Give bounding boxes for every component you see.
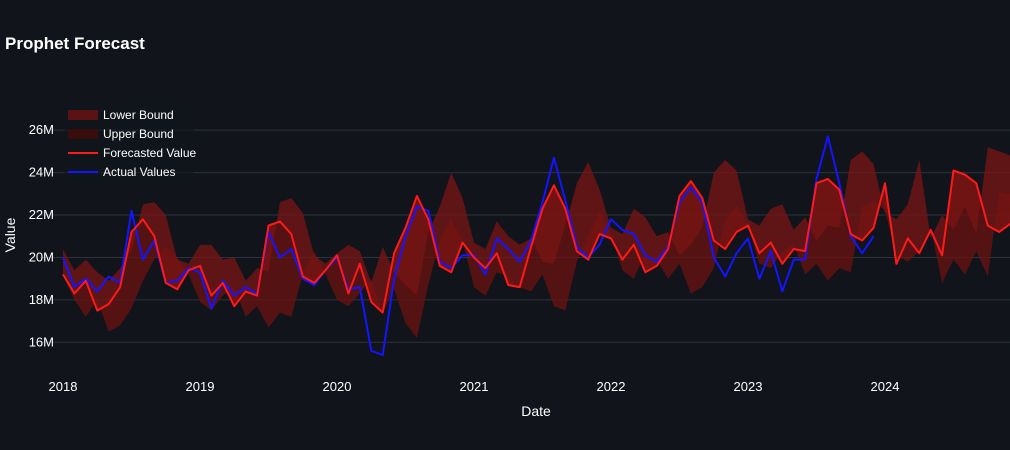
x-tick-label: 2024 — [871, 379, 900, 394]
confidence-bands — [63, 147, 1010, 339]
x-tick-label: 2019 — [186, 379, 215, 394]
x-tick-label: 2018 — [49, 379, 78, 394]
y-tick-label: 20M — [29, 249, 54, 264]
y-tick-label: 22M — [29, 207, 54, 222]
y-tick-label: 26M — [29, 122, 54, 137]
x-tick-label: 2020 — [323, 379, 352, 394]
legend-swatch — [68, 110, 98, 120]
x-axis-title: Date — [521, 403, 551, 419]
legend-swatch — [68, 129, 98, 139]
legend-label: Upper Bound — [103, 127, 174, 141]
x-tick-label: 2023 — [734, 379, 763, 394]
actual-values-line — [62, 135, 875, 356]
legend[interactable]: Lower Bound Upper Bound Forecasted Value Ac… — [64, 105, 196, 185]
chart-title: Prophet Forecast — [5, 34, 145, 53]
y-axis-ticks: 16M 18M 20M 22M 24M 26M — [29, 122, 54, 349]
lower-bound-band — [63, 170, 1010, 339]
y-axis-title: Value — [2, 217, 18, 252]
series-lines — [62, 135, 1010, 356]
y-tick-label: 24M — [29, 165, 54, 180]
y-tick-label: 18M — [29, 292, 54, 307]
x-axis-ticks: 2018 2019 2020 2021 2022 2023 2024 — [49, 379, 900, 394]
y-tick-label: 16M — [29, 334, 54, 349]
legend-item-actual-values[interactable]: Actual Values — [68, 165, 176, 179]
forecasted-value-line — [62, 169, 1010, 314]
legend-item-lower-bound[interactable]: Lower Bound — [68, 108, 174, 122]
x-tick-label: 2022 — [597, 379, 626, 394]
legend-item-upper-bound[interactable]: Upper Bound — [68, 127, 174, 141]
x-tick-label: 2021 — [460, 379, 489, 394]
legend-item-forecasted-value[interactable]: Forecasted Value — [68, 146, 196, 160]
legend-label: Lower Bound — [103, 108, 174, 122]
legend-label: Actual Values — [103, 165, 176, 179]
legend-label: Forecasted Value — [103, 146, 196, 160]
